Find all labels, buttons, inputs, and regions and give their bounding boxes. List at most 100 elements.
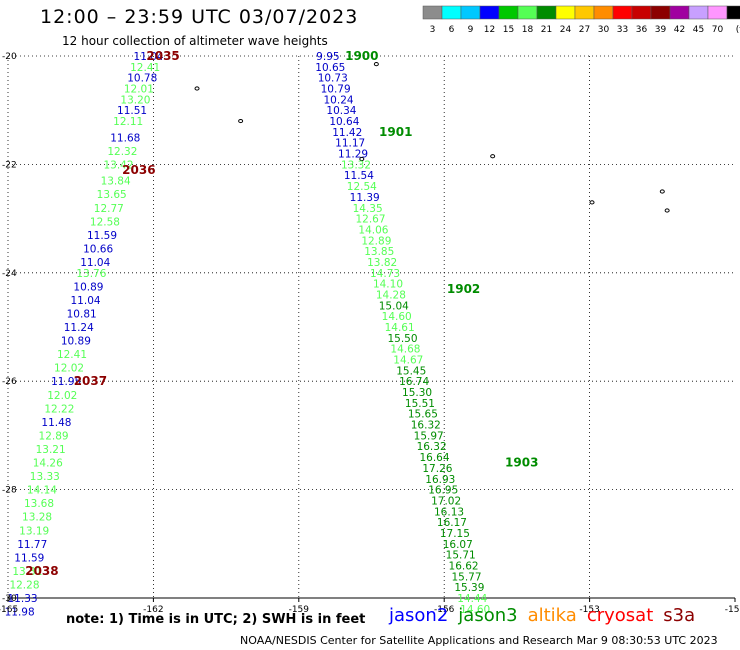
wave-height-value: 12.01	[124, 84, 154, 96]
island-marker	[238, 118, 244, 124]
legend-swatch	[422, 5, 443, 20]
wave-height-value: 14.60	[382, 311, 412, 323]
wave-height-value: 15.65	[408, 409, 438, 421]
sat-jason3: jason3	[458, 605, 518, 626]
wave-height-value: 16.32	[417, 441, 447, 453]
wave-height-value: 10.89	[61, 336, 91, 348]
wave-height-value: 13.68	[24, 498, 54, 510]
legend-swatch	[669, 5, 690, 20]
time-label: 2038	[25, 564, 58, 578]
wave-height-value: 16.13	[434, 506, 464, 518]
wave-height-value: 10.66	[83, 243, 113, 255]
wave-height-value: 10.65	[315, 62, 345, 74]
wave-height-value: 12.02	[54, 363, 84, 375]
axis-tick-labels: -165 -162 -159 -156 -153 -150 -30 -28 -26 -24 -22 -…	[0, 52, 740, 615]
wave-height-value: 12.89	[361, 235, 391, 247]
wave-height-value: 13.21	[36, 444, 66, 456]
wave-height-value: 13.76	[76, 268, 106, 280]
y-tick-label: -20	[2, 52, 17, 62]
wave-height-value: 11.54	[344, 170, 374, 182]
legend-label: (ft)	[736, 25, 740, 35]
wave-height-value: 17.15	[440, 528, 470, 540]
y-tick-label: -24	[2, 269, 17, 279]
wave-height-value: 14.10	[373, 279, 403, 291]
wave-height-value: 13.42	[103, 159, 133, 171]
legend-label: 6	[449, 25, 455, 35]
legend-swatch	[593, 5, 614, 20]
island-marker	[490, 154, 496, 159]
time-label: 1901	[379, 125, 412, 139]
island-marker	[194, 86, 200, 91]
wave-height-value: 11.33	[8, 593, 38, 605]
time-label: 2035	[146, 49, 179, 63]
wave-height-value: 10.34	[326, 105, 356, 117]
x-tick-label: -153	[579, 605, 599, 615]
legend-label: 33	[617, 25, 628, 35]
legend-label: 21	[541, 25, 552, 35]
footer-note: note: 1) Time is in UTC; 2) SWH is in fe…	[66, 612, 366, 627]
wave-height-value: 11.59	[87, 230, 117, 242]
legend-label: 24	[560, 25, 572, 35]
wave-height-value: 15.39	[454, 582, 484, 594]
wave-height-value: 13.20	[120, 94, 150, 106]
legend-label: 27	[579, 25, 590, 35]
wave-height-value: 13.82	[367, 257, 397, 269]
x-tick-label: -162	[143, 605, 163, 615]
wave-height-value: 11.17	[335, 138, 365, 150]
wave-height-value: 13.85	[364, 246, 394, 258]
y-tick-label: -30	[2, 594, 17, 604]
legend-label: 45	[693, 25, 704, 35]
y-tick-label: -28	[2, 486, 17, 496]
chart-subtitle: 12 hour collection of altimeter wave hei…	[62, 34, 328, 48]
time-label: 1902	[447, 282, 480, 296]
wave-height-value: 12.22	[44, 403, 74, 415]
wave-height-value: 13.84	[101, 176, 131, 188]
wave-height-value: 16.07	[443, 539, 473, 551]
wave-height-value: 15.45	[396, 365, 426, 377]
island-marker	[589, 200, 595, 205]
wave-height-value: 14.35	[353, 203, 383, 215]
legend-label: 12	[484, 25, 495, 35]
legend-label: 15	[503, 25, 514, 35]
wave-height-value: 15.77	[451, 571, 481, 583]
island-marker	[359, 156, 365, 162]
y-tick-label: -22	[2, 160, 17, 170]
wave-height-value: 12.28	[9, 579, 39, 591]
legend-label: 36	[636, 25, 648, 35]
wave-height-value: 11.04	[134, 51, 164, 63]
sat-cryosat: cryosat	[586, 605, 654, 626]
legend-swatch	[631, 5, 652, 20]
wave-height-value: 14.73	[370, 268, 400, 280]
time-label: 1900	[345, 49, 378, 63]
wave-height-value: 12.89	[39, 430, 69, 442]
wave-height-value: 15.97	[414, 430, 444, 442]
wave-height-value: 14.14	[27, 485, 57, 497]
time-labels: 2035 2036 2037 2038 1900 1901 1902 1903	[25, 49, 538, 578]
wave-height-value: 11.04	[80, 257, 110, 269]
legend-label: 39	[655, 25, 667, 35]
wave-height-value: 11.04	[71, 295, 101, 307]
legend-swatch	[441, 5, 462, 20]
wave-height-value: 12.32	[107, 146, 137, 158]
wave-height-value: 12.77	[94, 203, 124, 215]
sat-jason2: jason2	[389, 605, 449, 626]
wave-height-value: 11.29	[338, 149, 368, 161]
wave-height-value: 15.04	[379, 300, 409, 312]
legend-swatch	[612, 5, 633, 20]
wave-height-value: 10.89	[73, 281, 103, 293]
legend-swatch	[688, 5, 709, 20]
legend-label: 70	[712, 25, 724, 35]
wave-height-value: 11.68	[110, 132, 140, 144]
wave-height-value: 13.31	[12, 566, 42, 578]
wave-height-value: 10.81	[67, 308, 97, 320]
island-marker	[664, 208, 670, 213]
wave-height-value: 14.68	[390, 344, 420, 356]
wave-height-value: 11.39	[350, 192, 380, 204]
wave-height-value: 13.33	[30, 471, 60, 483]
wave-height-labels: 11.0412.4110.7812.0113.2011.5112.1111.68…	[5, 51, 491, 619]
time-label: 1903	[505, 456, 538, 470]
wave-height-value: 15.71	[446, 550, 476, 562]
wave-height-value: 11.51	[117, 105, 147, 117]
wave-height-value: 11.24	[64, 322, 94, 334]
